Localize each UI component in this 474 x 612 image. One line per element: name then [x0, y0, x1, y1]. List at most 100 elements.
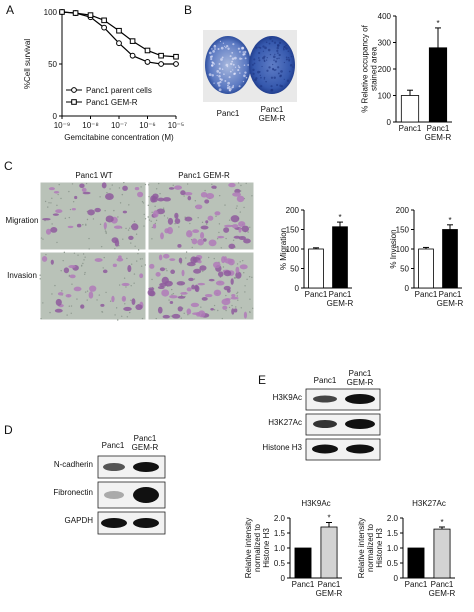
cell — [184, 216, 193, 222]
x-tick-label: Panc1 — [292, 580, 315, 589]
cell — [214, 211, 221, 216]
speck — [288, 60, 290, 62]
pore — [96, 299, 98, 301]
text-line: GEM-R — [437, 299, 464, 308]
pore — [231, 304, 233, 307]
pore — [39, 274, 41, 276]
speck — [254, 78, 257, 82]
speck — [263, 76, 266, 79]
pore — [70, 312, 72, 314]
cell — [243, 238, 251, 244]
cell — [223, 256, 227, 261]
pore — [133, 273, 136, 275]
text-line: % Migration — [279, 228, 288, 270]
pore — [142, 202, 145, 204]
x-tick-label: Panc1 GEM-R — [316, 580, 343, 598]
column-label: Panc1 — [102, 441, 125, 450]
pore — [122, 238, 124, 240]
panel-label: C — [4, 159, 13, 173]
bar — [433, 528, 451, 579]
pore — [83, 273, 86, 275]
cell — [101, 182, 107, 189]
cell — [170, 269, 176, 275]
pore — [236, 205, 238, 207]
row-label: Invasion — [7, 271, 37, 280]
cell — [190, 302, 200, 308]
y-tick-label: 0 — [281, 574, 286, 583]
cell — [41, 255, 48, 262]
pore — [243, 206, 245, 209]
cell — [76, 223, 82, 228]
annotation: * — [440, 518, 443, 527]
pore — [57, 193, 59, 196]
cell — [158, 254, 163, 261]
pore — [141, 258, 143, 260]
speck — [276, 57, 278, 60]
row-label: N-cadherin — [54, 460, 93, 469]
pore — [202, 270, 204, 273]
pore — [245, 182, 247, 185]
cell — [205, 220, 209, 224]
speck — [218, 67, 222, 70]
column-label: Panc1 WT — [75, 171, 112, 180]
pore — [56, 204, 58, 207]
speck — [282, 48, 285, 51]
speck — [288, 70, 291, 73]
pore — [45, 253, 47, 256]
pore — [85, 223, 87, 226]
speck — [214, 48, 216, 50]
annotation: * — [338, 213, 341, 222]
speck — [232, 63, 235, 66]
speck — [274, 53, 276, 56]
column-label: Panc1 GEM-R — [347, 369, 374, 387]
pore — [154, 205, 156, 208]
y-tick-label: 150 — [286, 226, 300, 235]
pore — [241, 259, 244, 262]
speck — [229, 70, 232, 73]
speck — [239, 72, 241, 74]
cell — [174, 212, 179, 219]
data-point — [116, 27, 122, 34]
pore — [205, 223, 208, 225]
cell — [238, 227, 242, 233]
pore — [86, 218, 89, 221]
speck — [270, 85, 273, 88]
text-line: Histone H3 — [262, 528, 271, 568]
speck — [244, 50, 247, 54]
cell — [217, 271, 224, 277]
speck — [223, 73, 225, 76]
y-tick-label: 0 — [53, 112, 58, 121]
column-label: Panc1 — [314, 376, 337, 385]
pore — [213, 309, 216, 311]
cell — [105, 193, 114, 200]
pore — [42, 238, 44, 240]
cell — [210, 307, 214, 311]
pore — [51, 293, 53, 295]
blot — [305, 388, 381, 461]
cell — [128, 235, 134, 240]
pore — [234, 276, 236, 279]
cell — [156, 208, 165, 215]
y-tick-label: 2.0 — [387, 514, 399, 523]
pore — [244, 285, 246, 287]
pore — [163, 215, 166, 217]
cell — [181, 269, 185, 277]
pore — [82, 262, 84, 265]
speck — [243, 74, 246, 78]
speck — [285, 47, 288, 50]
pore — [68, 305, 71, 307]
cell — [198, 310, 206, 318]
pore — [104, 230, 107, 232]
cell — [167, 217, 174, 225]
pore — [243, 272, 245, 274]
pore — [157, 182, 160, 185]
x-axis-label: Gemcitabine concentration (M) — [64, 133, 174, 142]
speck — [245, 76, 248, 79]
speck — [231, 57, 235, 60]
speck — [227, 81, 230, 85]
speck — [239, 50, 241, 53]
cell — [187, 195, 192, 201]
speck — [277, 72, 280, 75]
speck — [274, 60, 278, 63]
cell — [197, 238, 205, 246]
